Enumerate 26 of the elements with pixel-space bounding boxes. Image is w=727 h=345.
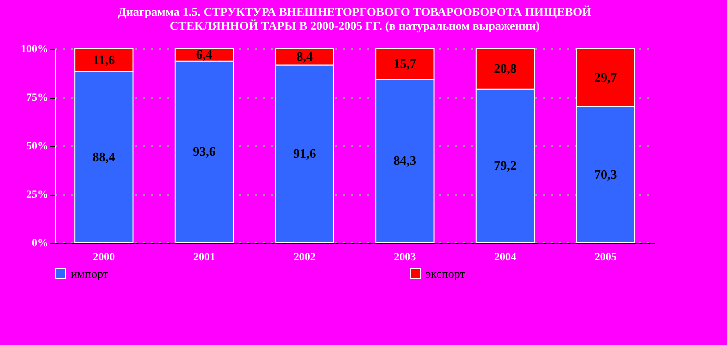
legend-label: импорт [71, 267, 110, 281]
data-label: 20,8 [494, 61, 518, 76]
y-tick-label: 0% [32, 238, 48, 250]
x-tick-label: 2002 [294, 252, 316, 264]
y-tick-label: 100% [21, 44, 48, 56]
y-tick-label: 75% [26, 92, 48, 104]
x-tick-label: 2001 [194, 252, 216, 264]
x-tick-label: 2004 [494, 252, 517, 264]
chart-title: Диаграмма 1.5. СТРУКТУРА ВНЕШНЕТОРГОВОГО ТОВАРООБОРОТА ПИЩЕВОЙ СТЕКЛЯННОЙ ТАРЫ В 2000-2005 ГГ. (в натуральном выражении) [118, 5, 592, 33]
data-label: 8,4 [296, 49, 314, 64]
data-label: 91,6 [293, 146, 317, 162]
legend-label: экспорт [426, 267, 466, 281]
data-label: 15,7 [394, 56, 418, 72]
x-tick-label: 2003 [394, 252, 417, 264]
x-tick-label: 2005 [594, 252, 618, 264]
y-tick-label: 50% [26, 140, 48, 152]
y-tick-label: 25% [26, 189, 48, 201]
data-label: 93,6 [193, 144, 216, 160]
data-label: 6,4 [196, 47, 214, 62]
data-label: 11,6 [93, 52, 116, 68]
x-tick-label: 2000 [93, 252, 116, 264]
data-label: 84,3 [394, 153, 418, 168]
data-label: 70,3 [594, 166, 618, 182]
data-label: 29,7 [594, 70, 618, 85]
data-label: 88,4 [92, 149, 116, 164]
data-label: 79,2 [494, 158, 517, 174]
